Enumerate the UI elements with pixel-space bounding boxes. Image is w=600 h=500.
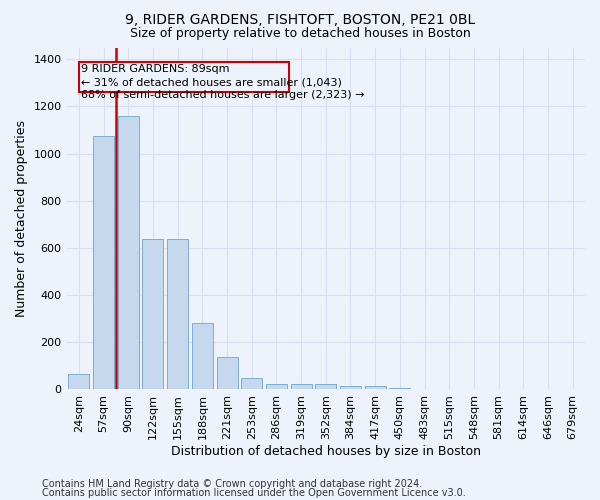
FancyBboxPatch shape bbox=[79, 62, 289, 92]
Y-axis label: Number of detached properties: Number of detached properties bbox=[15, 120, 28, 317]
Bar bbox=[241, 378, 262, 389]
Text: 9 RIDER GARDENS: 89sqm
← 31% of detached houses are smaller (1,043)
68% of semi-: 9 RIDER GARDENS: 89sqm ← 31% of detached… bbox=[82, 64, 365, 100]
Bar bbox=[68, 374, 89, 389]
Bar bbox=[290, 384, 311, 389]
Text: Size of property relative to detached houses in Boston: Size of property relative to detached ho… bbox=[130, 28, 470, 40]
Bar bbox=[142, 240, 163, 389]
Bar bbox=[192, 323, 213, 389]
Bar bbox=[167, 240, 188, 389]
Bar bbox=[118, 116, 139, 389]
Bar bbox=[389, 388, 410, 389]
Bar bbox=[217, 358, 238, 389]
Text: Contains public sector information licensed under the Open Government Licence v3: Contains public sector information licen… bbox=[42, 488, 466, 498]
Bar bbox=[340, 386, 361, 389]
Bar bbox=[93, 136, 114, 389]
Text: 9, RIDER GARDENS, FISHTOFT, BOSTON, PE21 0BL: 9, RIDER GARDENS, FISHTOFT, BOSTON, PE21… bbox=[125, 12, 475, 26]
Bar bbox=[365, 386, 386, 389]
X-axis label: Distribution of detached houses by size in Boston: Distribution of detached houses by size … bbox=[171, 444, 481, 458]
Text: Contains HM Land Registry data © Crown copyright and database right 2024.: Contains HM Land Registry data © Crown c… bbox=[42, 479, 422, 489]
Bar bbox=[266, 384, 287, 389]
Bar bbox=[315, 384, 336, 389]
